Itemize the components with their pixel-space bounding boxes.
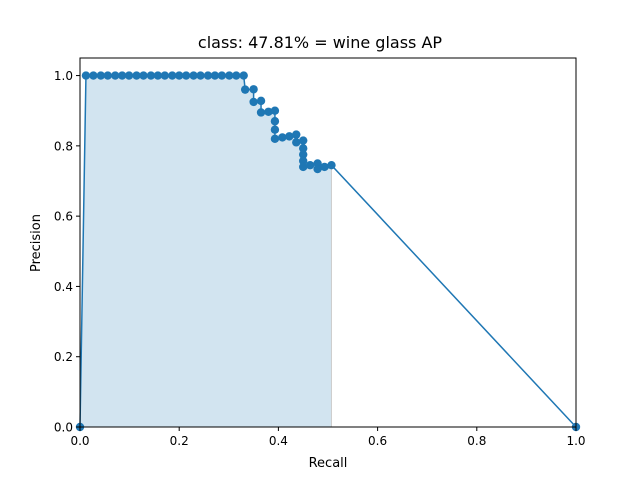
x-tick-label: 0.6 xyxy=(368,434,387,448)
data-point xyxy=(292,138,301,147)
y-tick-label: 0.8 xyxy=(54,139,73,153)
x-tick-label: 1.0 xyxy=(566,434,585,448)
data-point xyxy=(225,71,234,80)
data-point xyxy=(270,134,280,144)
data-point xyxy=(210,71,220,80)
data-point xyxy=(327,160,336,170)
data-point xyxy=(285,132,294,141)
data-point xyxy=(89,71,98,80)
y-axis-ticks: 0.0 0.2 0.4 0.6 0.8 1.0 xyxy=(54,69,80,435)
data-points xyxy=(75,71,581,432)
data-point xyxy=(117,71,127,80)
data-point xyxy=(168,71,177,80)
data-point xyxy=(249,97,258,107)
data-point xyxy=(270,106,280,115)
data-point xyxy=(146,71,156,80)
chart-title: class: 47.81% = wine glass AP xyxy=(198,33,442,52)
data-point xyxy=(132,71,141,80)
plot-area xyxy=(75,71,581,432)
data-point xyxy=(103,71,112,80)
x-axis-label: Recall xyxy=(309,456,348,471)
x-axis-ticks: 0.0 0.2 0.4 0.6 0.8 1.0 xyxy=(70,427,586,448)
data-point xyxy=(153,71,163,80)
data-point xyxy=(239,71,248,80)
shaded-ap-area xyxy=(80,75,332,428)
data-point xyxy=(256,96,266,106)
data-point xyxy=(299,156,308,166)
y-tick-label: 0.4 xyxy=(54,280,73,294)
data-point xyxy=(217,71,227,80)
x-tick-label: 0.4 xyxy=(269,434,288,448)
data-point xyxy=(320,162,329,172)
data-point xyxy=(264,107,273,116)
plot-frame xyxy=(79,57,577,428)
data-point xyxy=(299,144,308,153)
data-point xyxy=(256,108,266,117)
data-point xyxy=(232,71,241,80)
y-tick-label: 0.0 xyxy=(54,421,73,435)
y-tick-label: 1.0 xyxy=(54,69,73,83)
data-point xyxy=(270,125,280,134)
data-point xyxy=(139,71,148,80)
data-point xyxy=(278,133,287,142)
data-point xyxy=(124,71,134,80)
data-point xyxy=(81,71,91,80)
data-point xyxy=(292,130,301,139)
data-point xyxy=(196,71,205,80)
y-tick-label: 0.6 xyxy=(54,210,73,224)
data-point xyxy=(299,150,308,159)
data-point xyxy=(270,117,280,126)
data-point xyxy=(299,136,308,145)
data-point xyxy=(203,71,213,80)
data-point xyxy=(313,164,322,174)
data-point xyxy=(175,71,184,80)
data-point xyxy=(305,160,315,170)
data-point xyxy=(249,85,258,94)
y-tick-label: 0.2 xyxy=(54,350,73,364)
x-tick-label: 0.0 xyxy=(70,434,89,448)
x-tick-label: 0.8 xyxy=(467,434,486,448)
data-point xyxy=(299,162,308,172)
y-axis-label: Precision xyxy=(29,214,44,272)
data-point xyxy=(240,85,250,94)
data-point xyxy=(189,71,198,80)
data-point xyxy=(160,71,170,80)
data-point xyxy=(181,71,191,80)
data-point xyxy=(96,71,106,80)
x-tick-label: 0.2 xyxy=(170,434,189,448)
data-point xyxy=(111,71,120,80)
